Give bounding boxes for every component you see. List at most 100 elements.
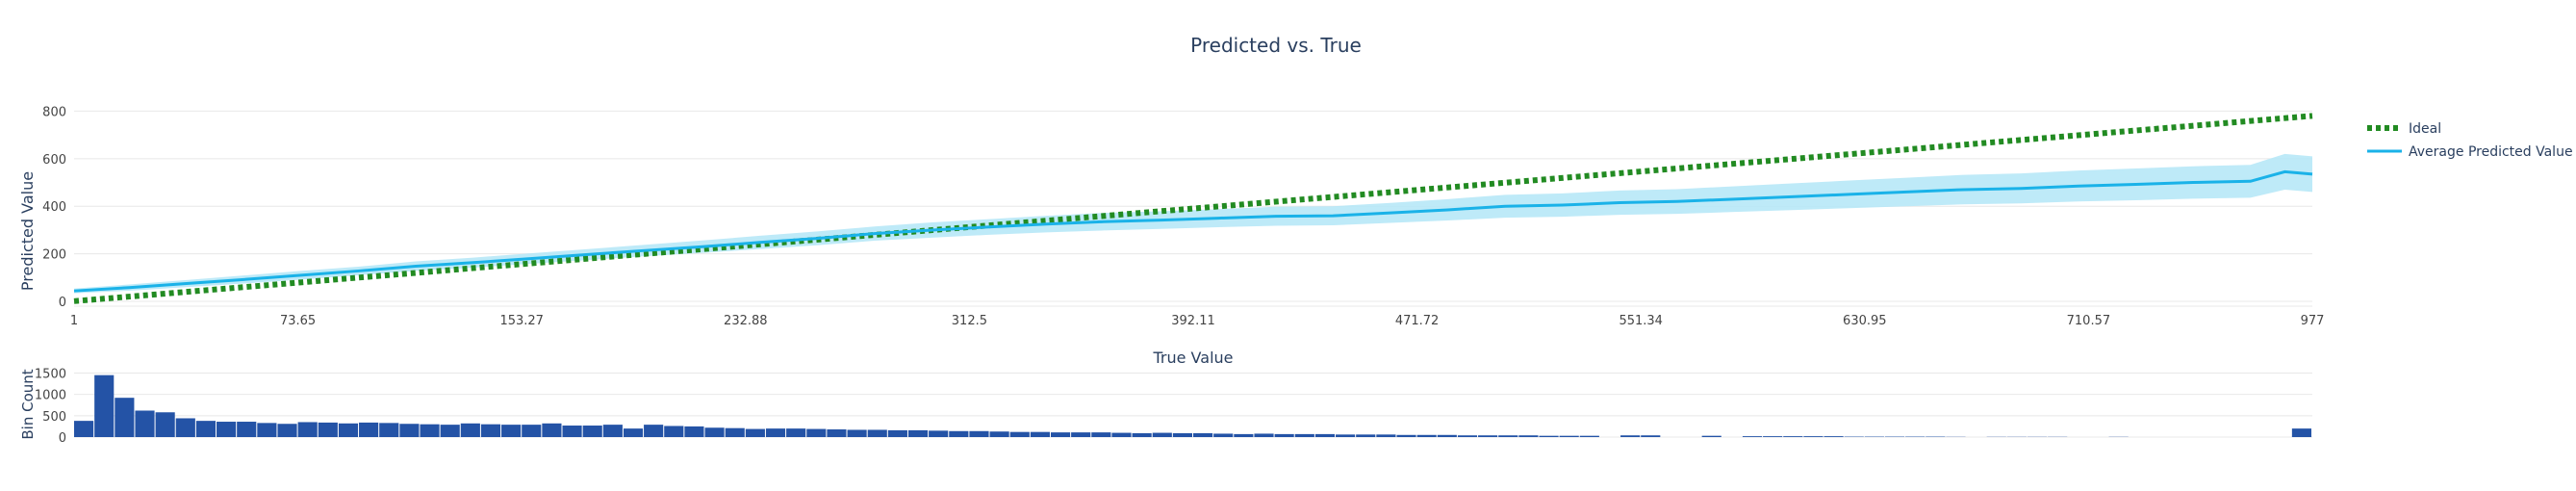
histogram-bar: [460, 423, 480, 437]
histogram-bar: [847, 429, 867, 437]
histogram-bar: [1559, 435, 1579, 437]
x-tick-label: 1: [70, 314, 78, 328]
legend-ideal-label: Ideal: [2409, 121, 2441, 137]
histogram-bar: [1416, 434, 1437, 437]
histogram-bar: [1050, 432, 1071, 437]
histogram-bar: [74, 421, 94, 437]
histogram-bar: [786, 428, 806, 437]
histogram-bar: [1579, 435, 1599, 437]
x-axis-label: True Value: [1152, 349, 1233, 367]
histogram-bar: [115, 398, 135, 437]
hist-y-tick-label: 1500: [35, 367, 66, 381]
histogram-bar: [907, 429, 929, 437]
histogram-bar: [745, 428, 765, 437]
histogram-bar: [297, 422, 318, 437]
histogram-bar: [420, 424, 440, 437]
x-tick-label: 551.34: [1619, 314, 1663, 328]
hist-y-tick-label: 500: [42, 410, 66, 425]
histogram-bar: [1193, 433, 1213, 437]
histogram-bar: [1701, 435, 1722, 437]
histogram-bar: [1783, 436, 1803, 437]
histogram-bar: [175, 418, 195, 437]
histogram-bar: [440, 425, 460, 437]
y-tick-label: 200: [42, 248, 66, 263]
histogram-bar: [542, 423, 562, 437]
histogram-bar: [989, 431, 1009, 437]
histogram-bar: [257, 423, 277, 437]
histogram-bar: [1641, 435, 1661, 437]
histogram-bar: [1009, 431, 1030, 437]
histogram-bar: [217, 422, 237, 437]
histogram-bar: [1111, 432, 1132, 437]
average-predicted-line: [73, 169, 2313, 293]
histogram-bar: [725, 427, 745, 437]
histogram-bar: [1071, 432, 1091, 437]
chart-title: Predicted vs. True: [1190, 34, 1362, 57]
histogram-bar: [1620, 435, 1641, 437]
histogram-bar: [582, 426, 602, 437]
histogram-bar: [664, 426, 684, 437]
histogram-bar: [949, 430, 969, 437]
y-tick-label: 600: [42, 153, 66, 168]
x-tick-label: 153.27: [499, 314, 544, 328]
histogram-bar: [1274, 433, 1294, 437]
x-tick-label: 392.11: [1171, 314, 1215, 328]
histogram-bar: [1457, 435, 1478, 437]
hist-y-tick-label: 0: [59, 431, 66, 446]
histogram-bar: [1294, 433, 1314, 437]
histogram-bar: [1539, 435, 1559, 437]
histogram-bar: [1213, 433, 1234, 437]
histogram-bar: [155, 412, 175, 437]
histogram-bar: [1234, 433, 1254, 437]
ideal-line: [73, 113, 2313, 304]
histogram-bar: [1376, 434, 1396, 437]
x-tick-label: 312.5: [952, 314, 987, 328]
histogram-bar: [237, 422, 257, 437]
histogram-bar: [195, 421, 217, 437]
legend: Ideal Average Predicted Value: [2367, 121, 2573, 160]
histogram-bar: [1742, 436, 1763, 437]
confidence-band: [74, 153, 2312, 294]
histogram-bar: [135, 410, 155, 437]
histogram-bar: [1498, 435, 1518, 437]
histogram-bar: [1356, 434, 1376, 437]
main-plot: 0 200 400 600 800 1 73.65 153.27 232.88 312.5 392.…: [42, 105, 2324, 328]
histogram-bar: [1763, 436, 1783, 437]
histogram-bar: [1478, 435, 1498, 437]
histogram-bar: [501, 425, 522, 437]
histogram-bar: [1254, 433, 1274, 437]
histogram-bar: [522, 425, 542, 437]
histogram-bar: [480, 424, 501, 437]
hist-y-axis-label: Bin Count: [19, 369, 37, 439]
y-tick-label: 400: [42, 200, 66, 215]
x-tick-label: 232.88: [724, 314, 768, 328]
histogram-bar: [623, 428, 644, 437]
histogram-bar: [602, 425, 623, 437]
histogram-bar: [1437, 434, 1457, 437]
histogram-bar: [806, 428, 827, 437]
histogram-bar: [359, 422, 379, 437]
histogram-bar: [318, 422, 338, 437]
histogram-bar: [827, 429, 847, 437]
histogram-bar: [704, 427, 725, 437]
legend-average-label: Average Predicted Value: [2409, 144, 2573, 160]
histogram-bar: [644, 425, 664, 437]
histogram-bar: [887, 429, 907, 437]
histogram-bar: [1396, 434, 1416, 437]
histogram-bar: [1152, 432, 1172, 437]
x-tick-label: 471.72: [1395, 314, 1440, 328]
histogram-bar: [1132, 433, 1152, 437]
histogram-bar: [338, 423, 359, 437]
histogram-bar: [867, 429, 887, 437]
histogram-bar: [399, 424, 420, 437]
histogram-bar: [1030, 431, 1050, 437]
histogram-bar: [379, 423, 399, 437]
x-tick-label: 710.57: [2067, 314, 2111, 328]
histogram-bar: [929, 430, 949, 437]
y-tick-label: 800: [42, 105, 66, 119]
x-tick-label: 73.65: [280, 314, 316, 328]
y-axis-label: Predicted Value: [18, 171, 37, 291]
histogram-bar: [2291, 428, 2311, 437]
histogram-bar: [969, 430, 989, 437]
